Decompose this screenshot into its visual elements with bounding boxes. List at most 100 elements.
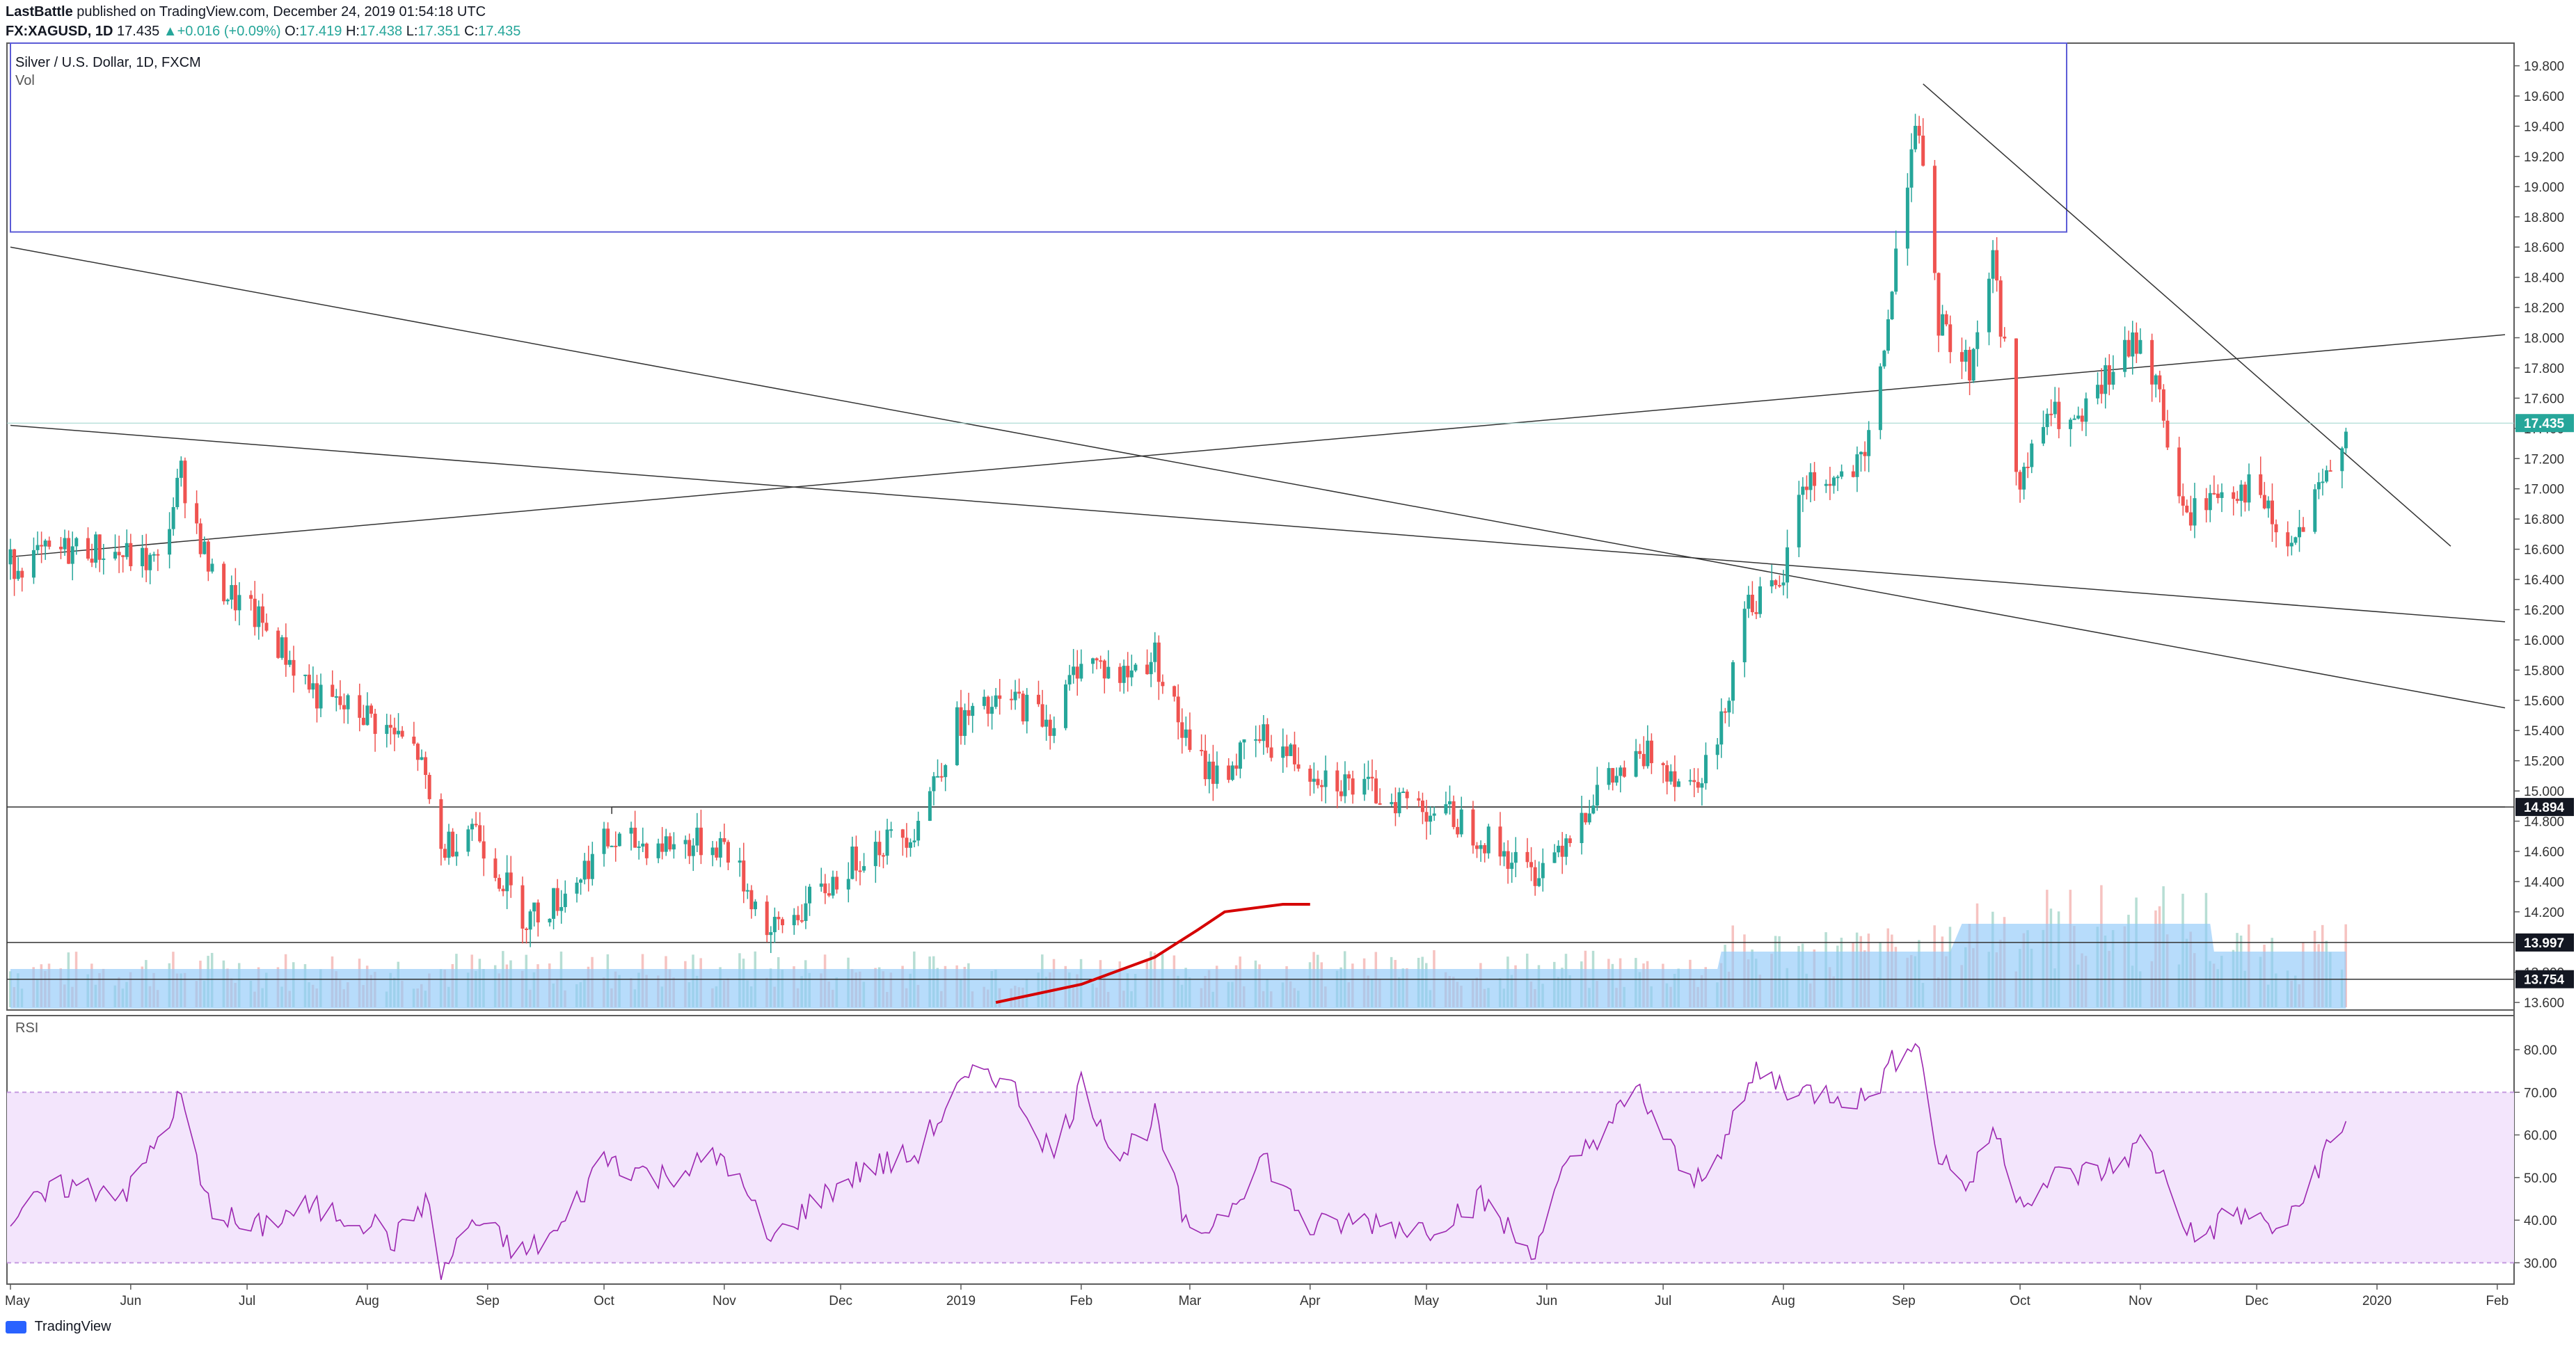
candle-body (1568, 838, 1572, 843)
candle-body (582, 860, 587, 880)
candle-body (2030, 443, 2034, 467)
candle-body (427, 775, 431, 799)
candle-body (1727, 700, 1731, 713)
candle-body (168, 529, 172, 555)
candle-body (710, 847, 715, 856)
candle-body (520, 885, 525, 929)
candle-body (854, 847, 858, 871)
curve-drawing (995, 902, 1310, 1004)
candle-body (1238, 742, 1242, 769)
candle-body (1269, 747, 1273, 758)
candle-body (117, 552, 121, 556)
candle-body (1719, 711, 1724, 745)
candle-body (745, 890, 749, 892)
time-tick-label: Jun (1536, 1294, 1558, 1308)
candle-body (800, 920, 804, 922)
candle-body (742, 860, 746, 892)
price-tick-label: 19.600 (2524, 90, 2564, 104)
candle-body (552, 888, 556, 919)
candle-body (2131, 332, 2135, 357)
candle-body (1510, 863, 1514, 870)
ohlc-line: FX:XAGUSD, 1D 17.435 ▲+0.016 (+0.09%) O:… (6, 24, 520, 40)
candle-body (424, 757, 428, 776)
candle-body (2247, 474, 2251, 503)
candle-body (994, 695, 998, 707)
candle-body (1797, 495, 1801, 547)
candle-body (532, 902, 536, 912)
candle-body (1808, 472, 1813, 490)
candle-body (1533, 867, 1537, 886)
candle-body (1079, 664, 1083, 679)
rsi-tick-label: 70.00 (2524, 1086, 2557, 1100)
candle-body (2126, 339, 2131, 357)
candle-body (1397, 792, 1401, 814)
candle-body (1200, 750, 1204, 752)
candle-body (1281, 746, 1285, 758)
candle-body (1095, 658, 1099, 661)
candle-body (908, 842, 912, 848)
candle-body (1513, 851, 1518, 863)
candle-body (715, 847, 719, 858)
candle-body (718, 838, 722, 858)
candle-body (86, 538, 90, 559)
price-tick-label: 14.200 (2524, 906, 2564, 920)
candle-body (1941, 314, 1945, 336)
trend-line (10, 246, 2506, 709)
candle-body (1774, 580, 1778, 586)
rsi-tick-label: 60.00 (2524, 1129, 2557, 1144)
price-tick-label: 18.200 (2524, 301, 2564, 316)
candle-body (1905, 187, 1909, 249)
candle-body (2158, 375, 2162, 390)
author-name[interactable]: LastBattle (6, 4, 73, 19)
candle-body (97, 534, 102, 560)
rsi-tick-label: 40.00 (2524, 1214, 2557, 1228)
up-arrow-icon: ▲ (163, 24, 177, 39)
candle-body (365, 705, 369, 726)
candle-body (831, 876, 835, 896)
candle-body (392, 728, 397, 735)
candle-body (358, 695, 362, 718)
last-price: 17.435 (117, 24, 160, 39)
candle-body (2243, 484, 2247, 503)
price-tick-label: 15.600 (2524, 694, 2564, 709)
rsi-band (7, 1092, 2514, 1263)
candle-body (1560, 845, 1564, 857)
candle-body (2286, 532, 2290, 547)
candle-body (1234, 765, 1239, 769)
candle-body (443, 849, 447, 858)
symbol-label: FX:XAGUSD, 1D (6, 24, 113, 39)
candle-body (1401, 791, 1406, 793)
candle-body (505, 872, 509, 892)
candle-body (2259, 474, 2263, 495)
candle-body (1362, 778, 1367, 795)
time-tick-label: Dec (829, 1294, 852, 1308)
candle-body (412, 736, 416, 744)
candles-layer (8, 113, 2348, 954)
rsi-label: RSI (15, 1020, 38, 1036)
candle-body (881, 855, 885, 857)
candle-body (2026, 466, 2030, 468)
candle-body (141, 547, 145, 566)
candle-body (47, 540, 51, 547)
candle-body (1122, 666, 1126, 683)
candle-body (210, 563, 214, 572)
candle-body (1378, 803, 1382, 805)
candle-body (1537, 878, 1541, 886)
candle-body (2076, 415, 2081, 419)
candle-body (1343, 774, 1347, 796)
candle-body (2111, 371, 2115, 385)
candle-body (1447, 801, 1452, 805)
candle-body (563, 893, 567, 908)
tradingview-logo-icon[interactable] (6, 1320, 26, 1333)
candle-body (1886, 319, 1891, 351)
candle-body (1944, 314, 1948, 325)
candle-body (1134, 664, 1138, 671)
candle-body (1456, 826, 1460, 835)
candle-body (334, 696, 338, 698)
footer-brand[interactable]: TradingView (34, 1319, 111, 1335)
candle-body (1432, 813, 1436, 816)
candle-body (1611, 768, 1615, 783)
candle-body (819, 883, 823, 887)
time-tick-label: Oct (2010, 1294, 2030, 1308)
